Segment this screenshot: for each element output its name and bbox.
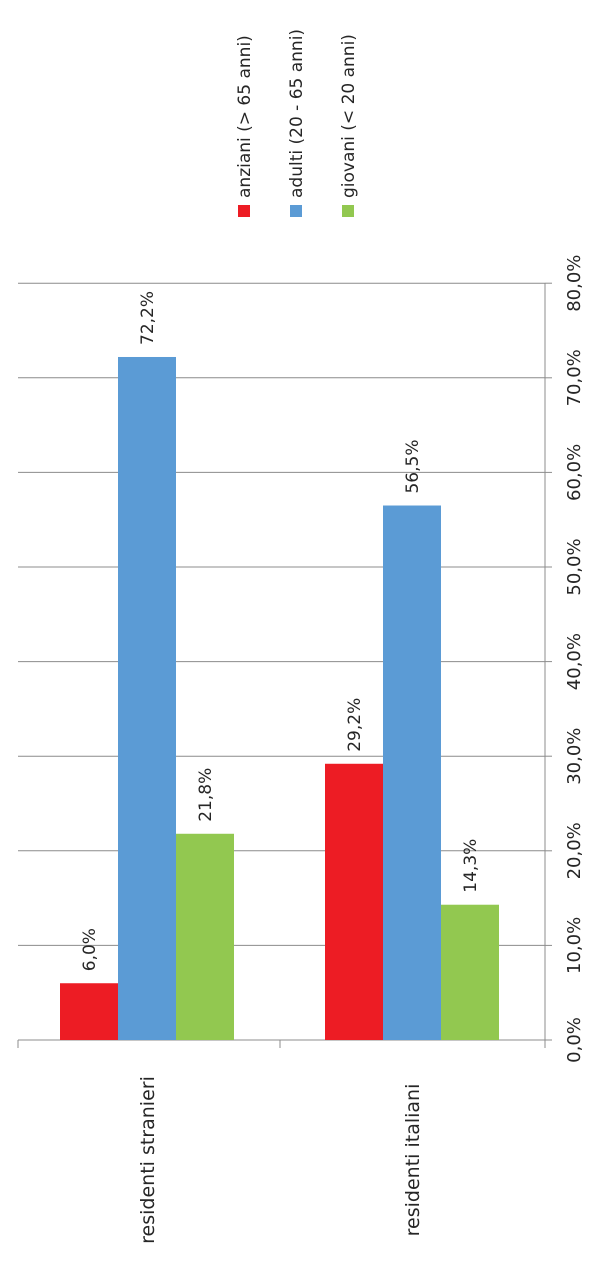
data-label: 14,3% (461, 839, 481, 893)
data-label: 29,2% (345, 698, 365, 752)
tick-label: 0,0% (564, 1017, 585, 1063)
tick-label: 30,0% (564, 728, 585, 785)
tick-label: 60,0% (564, 444, 585, 501)
category-labels: residenti stranieri residenti italiani (137, 1076, 424, 1244)
legend-label: giovani (< 20 anni) (339, 34, 359, 198)
data-label: 6,0% (80, 928, 100, 971)
tick-label: 40,0% (564, 633, 585, 690)
category-label: residenti stranieri (137, 1076, 159, 1244)
tick-labels: 0,0% 10,0% 20,0% 30,0% 40,0% 50,0% 60,0% 70,0% 8… (564, 255, 585, 1063)
plot-area: 6,0% 72,2% 21,8% 29,2% 56,5% 14,3% 0,0% 10,0% 2… (17, 255, 585, 1244)
tick-label: 50,0% (564, 538, 585, 595)
data-label: 21,8% (196, 768, 216, 822)
data-label: 56,5% (403, 439, 423, 493)
legend-swatch (238, 205, 250, 217)
legend-label: adulti (20 - 65 anni) (287, 29, 307, 198)
data-label: 72,2% (138, 291, 158, 345)
category-label: residenti italiani (402, 1084, 424, 1237)
data-labels: 6,0% 72,2% 21,8% 29,2% 56,5% 14,3% (80, 291, 481, 971)
tick-label: 10,0% (564, 917, 585, 974)
bar (383, 505, 441, 1040)
legend: anziani (> 65 anni) adulti (20 - 65 anni)… (235, 29, 359, 217)
bar (176, 833, 234, 1040)
tick-label: 70,0% (564, 349, 585, 406)
bar (325, 763, 383, 1040)
legend-label: anziani (> 65 anni) (235, 35, 255, 198)
tick-label: 20,0% (564, 822, 585, 879)
bar (118, 356, 176, 1040)
legend-swatch (342, 205, 354, 217)
bars (60, 356, 499, 1040)
gridlines (18, 282, 545, 946)
tick-label: 80,0% (564, 255, 585, 312)
bar (60, 983, 118, 1040)
legend-swatch (290, 205, 302, 217)
bar (441, 904, 499, 1040)
